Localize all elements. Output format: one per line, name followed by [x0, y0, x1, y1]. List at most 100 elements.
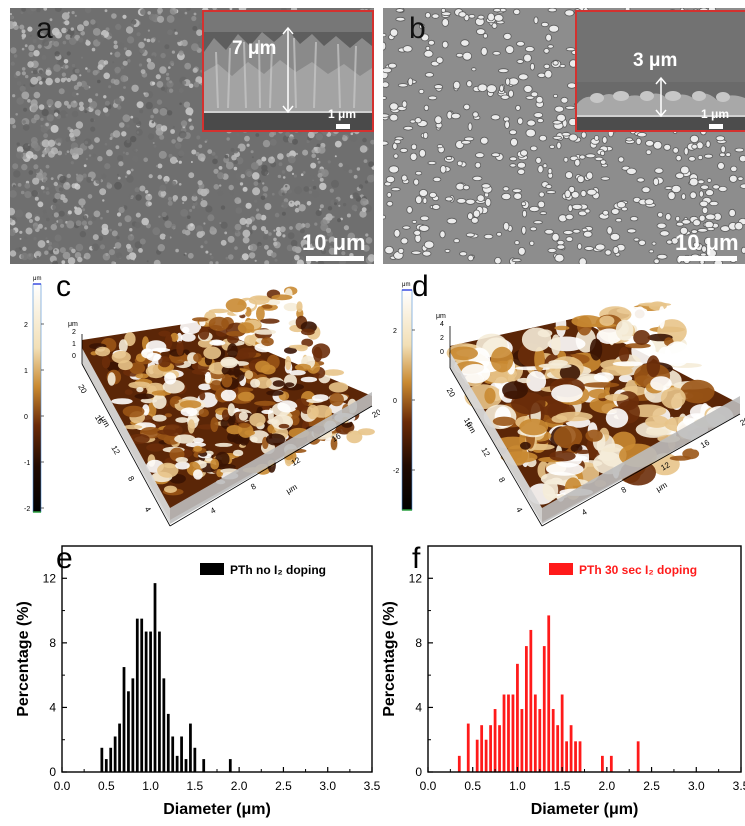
legend-swatch: [200, 563, 224, 575]
thickness-label-a: 7 μm: [232, 38, 276, 60]
x-tick-label: 2.5: [275, 779, 292, 793]
colorbar-tick-label: 0: [393, 398, 397, 405]
z-axis-tick-label: 4: [440, 321, 444, 328]
histogram-bar: [521, 709, 524, 772]
y-axis-title: Percentage (%): [15, 601, 32, 717]
colorbar-tick-label: 1: [24, 368, 28, 375]
histogram-bar: [167, 714, 170, 772]
scale-bar-b: [679, 256, 737, 261]
histogram-bar: [498, 725, 501, 772]
panel-letter-e: e: [56, 544, 73, 574]
y-tick-label: 8: [415, 636, 422, 650]
x-tick-label: 2.5: [643, 779, 660, 793]
cross-section-inset-b: 3 μm 1 μm: [575, 10, 745, 132]
legend-swatch: [549, 563, 573, 575]
histogram-bar: [229, 759, 232, 772]
cross-section-inset-a: 7 μm 1 μm: [202, 10, 374, 132]
histogram-bar: [123, 667, 126, 772]
x-axis-tick-label: 4: [209, 505, 218, 515]
histogram-bar: [189, 724, 192, 772]
x-tick-label: 1.0: [509, 779, 526, 793]
x-axis-tick-label: 20: [739, 415, 745, 428]
inset-scale-label-b: 1 μm: [701, 107, 729, 121]
histogram-bar: [570, 725, 573, 772]
histogram-bar: [556, 725, 559, 772]
histogram-bar: [467, 724, 470, 772]
histogram-bar: [516, 664, 519, 772]
colorbar-c: [33, 284, 41, 512]
histogram-bar: [534, 695, 537, 772]
x-tick-label: 0.0: [54, 779, 71, 793]
y-tick-label: 0: [49, 765, 56, 779]
y-axis-tick-label: 20: [76, 383, 89, 396]
x-axis-tick-label: 20: [371, 407, 381, 420]
histogram-bar: [610, 756, 613, 772]
x-axis-tick-label: 4: [580, 507, 589, 517]
histogram-bar: [185, 759, 188, 772]
histogram-bar: [202, 759, 205, 772]
histogram-bar: [489, 725, 492, 772]
histogram-bar: [601, 756, 604, 772]
histogram-bar: [561, 695, 564, 772]
x-tick-label: 1.0: [142, 779, 159, 793]
panel-letter-f: f: [412, 544, 420, 574]
histogram-bar: [543, 646, 546, 772]
x-tick-label: 3.5: [733, 779, 745, 793]
inset-scale-label-a: 1 μm: [328, 107, 356, 121]
histogram-bar: [162, 678, 165, 772]
y-axis-tick-label: 8: [126, 475, 136, 484]
histogram-bar: [154, 583, 157, 772]
histogram-bar: [476, 740, 479, 772]
x-axis-tick-label: 8: [249, 481, 258, 491]
scale-bar-label-a: 10 μm: [302, 230, 366, 256]
panel-letter-d: d: [412, 272, 429, 302]
histogram-bar: [176, 756, 179, 772]
histogram-bar: [171, 736, 174, 772]
x-tick-label: 2.0: [599, 779, 616, 793]
panel-letter-c: c: [56, 272, 71, 302]
z-axis-unit-label: μm: [68, 321, 78, 328]
z-axis-tick-label: 1: [72, 341, 76, 348]
histogram-bar: [109, 748, 112, 772]
histogram-bar: [127, 691, 130, 772]
x-tick-label: 2.0: [231, 779, 248, 793]
histogram-bar: [507, 695, 510, 772]
y-axis-tick-label: 4: [514, 506, 524, 515]
z-axis-tick-label: 0: [72, 353, 76, 360]
y-axis-tick-label: 20: [445, 386, 458, 399]
x-tick-label: 3.0: [688, 779, 705, 793]
histogram-bar: [637, 741, 640, 772]
afm-surface-d: [447, 301, 740, 524]
histogram-bar: [145, 632, 148, 772]
x-axis-tick-label: 0: [169, 529, 178, 530]
x-axis-tick-label: 0: [541, 529, 550, 530]
y-tick-label: 8: [49, 636, 56, 650]
histogram-bar: [480, 725, 483, 772]
legend-label: PTh no I₂ doping: [230, 563, 326, 577]
histogram-bar: [529, 630, 532, 772]
y-axis-tick-label: 12: [479, 446, 492, 459]
colorbar-tick-label: 2: [24, 322, 28, 329]
z-axis-tick-label: 0: [440, 349, 444, 356]
histogram-bar: [458, 756, 461, 772]
z-axis-tick-label: 2: [72, 329, 76, 336]
panel-b: b 3 μm 1 μm 10 μm: [383, 8, 745, 264]
histogram-bar: [579, 741, 582, 772]
histogram-bar: [149, 632, 152, 772]
y-tick-label: 12: [43, 571, 57, 585]
x-tick-label: 0.0: [420, 779, 437, 793]
colorbar-tick-label: 2: [393, 328, 397, 335]
colorbar-tick-label: -2: [24, 506, 30, 513]
histogram-bar: [118, 724, 121, 772]
y-tick-label: 0: [415, 765, 422, 779]
colorbar-unit-label: μm: [402, 282, 410, 288]
colorbar-tick-label: 0: [24, 414, 28, 421]
histogram-bar: [525, 646, 528, 772]
scale-bar-label-b: 10 μm: [675, 230, 739, 256]
